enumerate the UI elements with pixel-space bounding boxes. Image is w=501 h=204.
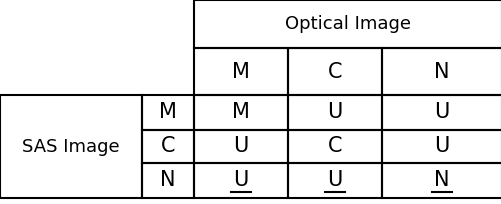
Bar — [193, 0, 501, 48]
Text: U: U — [433, 136, 449, 156]
Bar — [288, 163, 381, 198]
Bar — [0, 95, 142, 198]
Bar — [288, 130, 381, 163]
Bar — [381, 95, 501, 130]
Bar — [142, 130, 193, 163]
Text: Optical Image: Optical Image — [285, 15, 410, 33]
Text: U: U — [327, 102, 342, 122]
Bar — [288, 48, 381, 95]
Bar — [193, 130, 288, 163]
Text: U: U — [327, 171, 342, 191]
Bar — [193, 95, 288, 130]
Bar — [381, 130, 501, 163]
Text: M: M — [231, 102, 249, 122]
Text: U: U — [433, 102, 449, 122]
Text: C: C — [327, 61, 342, 82]
Text: C: C — [327, 136, 342, 156]
Text: N: N — [160, 171, 175, 191]
Text: C: C — [160, 136, 175, 156]
Bar — [288, 95, 381, 130]
Text: M: M — [159, 102, 176, 122]
Text: U: U — [233, 171, 248, 191]
Text: N: N — [433, 171, 449, 191]
Text: SAS Image: SAS Image — [22, 137, 120, 155]
Text: M: M — [231, 61, 249, 82]
Bar — [193, 48, 288, 95]
Text: N: N — [433, 61, 449, 82]
Text: U: U — [233, 136, 248, 156]
Bar — [142, 163, 193, 198]
Bar — [381, 163, 501, 198]
Bar — [381, 48, 501, 95]
Bar — [142, 95, 193, 130]
Bar — [193, 163, 288, 198]
